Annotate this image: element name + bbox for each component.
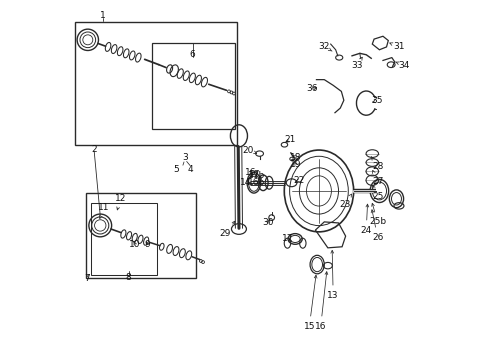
Text: 12: 12 (115, 193, 126, 210)
Text: 16: 16 (244, 167, 256, 177)
Text: 19: 19 (289, 160, 301, 169)
Text: 17b: 17b (248, 171, 265, 180)
Text: 8: 8 (125, 273, 131, 282)
Text: 25b: 25b (368, 203, 385, 226)
Text: 35: 35 (370, 96, 382, 105)
Text: 34: 34 (395, 61, 409, 70)
Text: 10: 10 (129, 240, 140, 249)
Text: 9: 9 (144, 240, 150, 249)
Bar (91, 203, 157, 275)
Text: 33: 33 (350, 57, 362, 70)
Text: 27: 27 (371, 170, 382, 186)
Text: 32: 32 (317, 42, 332, 51)
Text: 24: 24 (360, 204, 371, 235)
Text: 25: 25 (371, 185, 382, 201)
Text: 21: 21 (284, 135, 296, 144)
Text: 15: 15 (303, 275, 317, 331)
Bar (151, 43, 235, 129)
Text: 1: 1 (100, 11, 106, 20)
Text: 36: 36 (305, 84, 317, 94)
Text: 13: 13 (327, 250, 338, 300)
Text: 5: 5 (173, 165, 179, 174)
Text: 4: 4 (187, 165, 193, 174)
Text: 17: 17 (249, 170, 260, 180)
Text: 22: 22 (292, 176, 303, 185)
Text: 2: 2 (91, 145, 97, 154)
Text: 14: 14 (240, 178, 251, 187)
Text: 20: 20 (242, 146, 256, 155)
Text: 30: 30 (262, 218, 273, 227)
Text: 7: 7 (84, 274, 90, 283)
Text: 31: 31 (389, 42, 404, 51)
Text: 17: 17 (282, 235, 293, 243)
Text: 23: 23 (338, 194, 351, 208)
Text: 16: 16 (314, 272, 327, 331)
Text: 18: 18 (289, 153, 301, 162)
Text: 16b: 16b (248, 178, 265, 187)
Text: 6: 6 (189, 50, 195, 59)
Text: 3: 3 (182, 153, 187, 162)
Text: 29: 29 (219, 221, 234, 238)
Text: 11: 11 (98, 203, 109, 218)
Bar (86, 193, 196, 278)
Text: 26: 26 (370, 210, 382, 242)
Bar (75, 22, 237, 145)
Text: 28: 28 (370, 156, 382, 171)
